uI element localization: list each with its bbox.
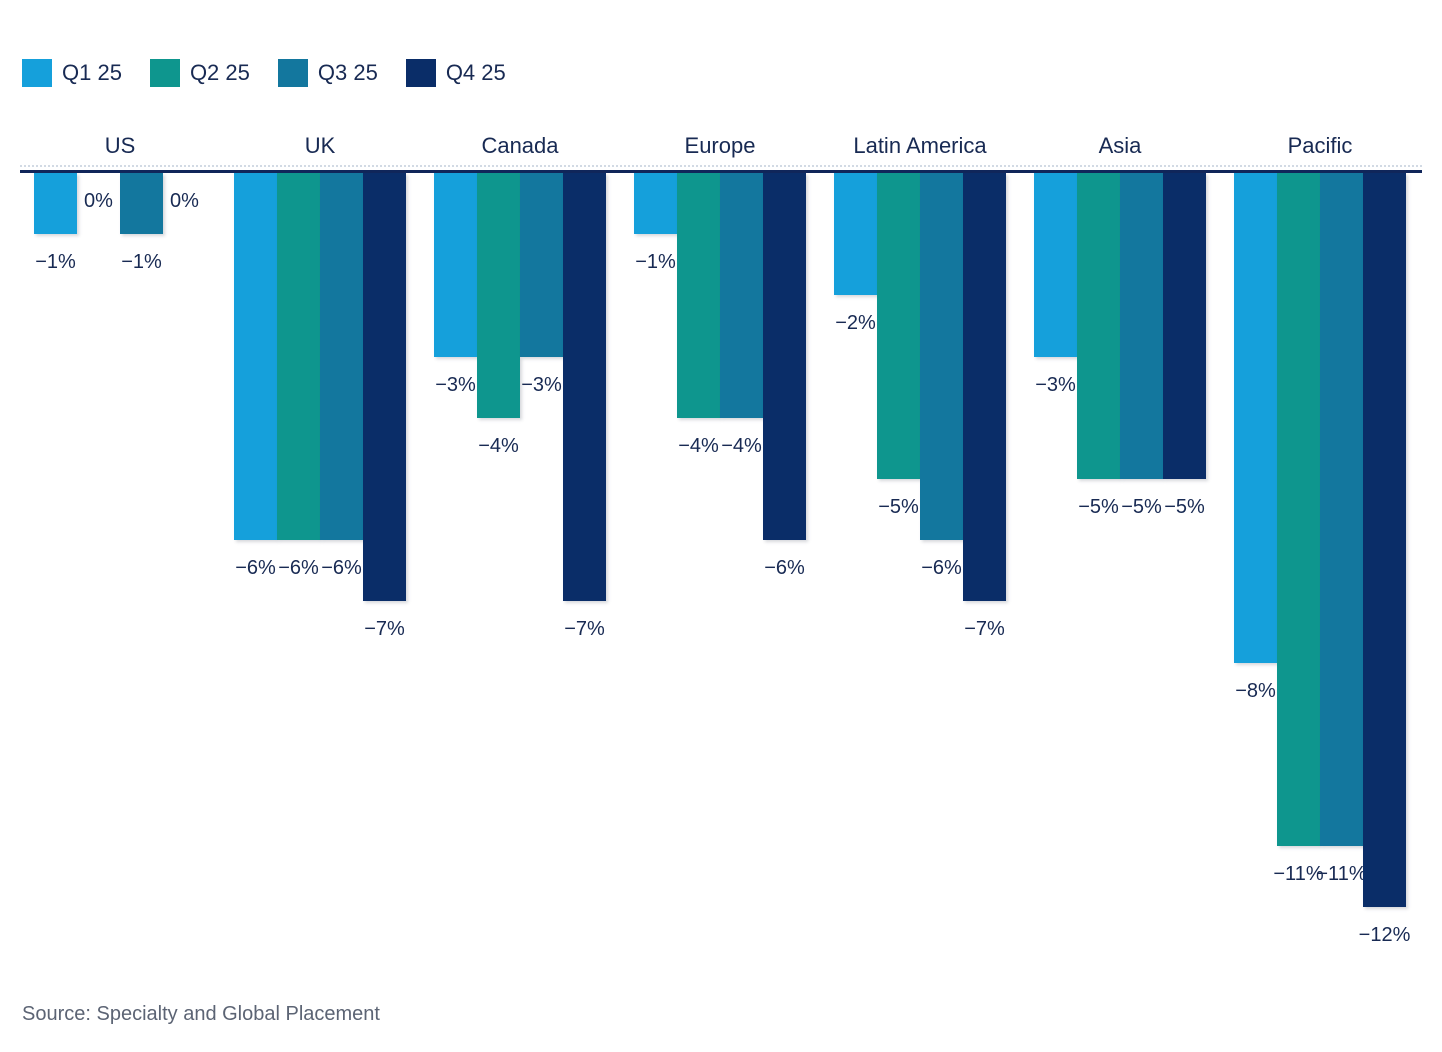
- value-label-pacific-q1-25: −8%: [1235, 680, 1276, 702]
- category-label-europe: Europe: [684, 133, 756, 158]
- category-label-canada: Canada: [481, 133, 559, 158]
- value-label-europe-q2-25: −4%: [678, 435, 719, 457]
- value-label-pacific-q4-25: −12%: [1358, 924, 1411, 946]
- bar-asia-q1-25: [1034, 173, 1077, 357]
- bar-asia-q4-25: [1163, 173, 1206, 479]
- bar-canada-q4-25: [563, 173, 606, 601]
- bar-uk-q4-25: [363, 173, 406, 601]
- bar-europe-q3-25: [720, 173, 763, 418]
- bar-uk-q3-25: [320, 173, 363, 540]
- value-label-asia-q3-25: −5%: [1121, 496, 1162, 518]
- value-label-uk-q1-25: −6%: [235, 557, 276, 579]
- legend-swatch-q4-25: [405, 59, 436, 87]
- value-label-us-q3-25: −1%: [121, 251, 162, 273]
- value-label-uk-q3-25: −6%: [321, 557, 362, 579]
- value-label-europe-q1-25: −1%: [635, 251, 676, 273]
- value-label-latin-america-q3-25: −6%: [921, 557, 962, 579]
- bar-pacific-q1-25: [1234, 173, 1277, 663]
- value-label-latin-america-q2-25: −5%: [878, 496, 919, 518]
- category-label-latin-america: Latin America: [853, 133, 987, 158]
- bar-pacific-q3-25: [1320, 173, 1363, 846]
- bar-uk-q1-25: [234, 173, 277, 540]
- value-label-asia-q1-25: −3%: [1035, 374, 1076, 396]
- value-label-us-q4-25: 0%: [170, 190, 199, 212]
- value-label-europe-q4-25: −6%: [764, 557, 805, 579]
- category-label-asia: Asia: [1098, 133, 1142, 158]
- bar-canada-q3-25: [520, 173, 563, 357]
- value-label-asia-q2-25: −5%: [1078, 496, 1119, 518]
- legend-item-q1-25: Q1 25: [22, 59, 122, 87]
- source-note: Source: Specialty and Global Placement: [22, 1003, 380, 1025]
- category-label-us: US: [104, 133, 136, 158]
- legend-swatch-q1-25: [22, 59, 52, 87]
- bar-latin-america-q1-25: [834, 173, 877, 295]
- value-label-canada-q1-25: −3%: [435, 374, 476, 396]
- value-label-pacific-q2-25: −11%: [1273, 863, 1324, 885]
- bar-europe-q1-25: [634, 173, 677, 234]
- legend-label: Q3 25: [317, 60, 378, 85]
- bar-uk-q2-25: [277, 173, 320, 540]
- bar-asia-q2-25: [1077, 173, 1120, 479]
- legend-label: Q1 25: [62, 60, 122, 85]
- value-label-pacific-q3-25: −11%: [1316, 863, 1367, 885]
- bar-latin-america-q2-25: [877, 173, 920, 479]
- bar-europe-q4-25: [763, 173, 806, 540]
- value-label-us-q1-25: −1%: [35, 251, 76, 273]
- bar-pacific-q2-25: [1277, 173, 1320, 846]
- value-label-canada-q3-25: −3%: [521, 374, 562, 396]
- value-label-uk-q4-25: −7%: [364, 618, 405, 640]
- legend-item-q2-25: Q2 25: [149, 59, 250, 87]
- zero-gridline-dotted: [20, 165, 1422, 167]
- value-label-canada-q2-25: −4%: [478, 435, 519, 457]
- bar-pacific-q4-25: [1363, 173, 1406, 907]
- legend-label: Q2 25: [189, 60, 250, 85]
- bar-latin-america-q3-25: [920, 173, 963, 540]
- value-label-us-q2-25: 0%: [84, 190, 113, 212]
- bar-us-q1-25: [34, 173, 77, 234]
- bar-latin-america-q4-25: [963, 173, 1006, 601]
- value-label-asia-q4-25: −5%: [1164, 496, 1205, 518]
- category-label-pacific: Pacific: [1287, 133, 1353, 158]
- zero-axis-line: [20, 170, 1422, 173]
- value-label-europe-q3-25: −4%: [721, 435, 762, 457]
- category-label-uk: UK: [304, 133, 336, 158]
- bar-europe-q2-25: [677, 173, 720, 418]
- bar-canada-q1-25: [434, 173, 477, 357]
- legend-item-q4-25: Q4 25: [405, 59, 506, 87]
- legend-swatch-q3-25: [277, 59, 308, 87]
- value-label-latin-america-q4-25: −7%: [964, 618, 1005, 640]
- bar-asia-q3-25: [1120, 173, 1163, 479]
- legend-label: Q4 25: [445, 60, 506, 85]
- legend-item-q3-25: Q3 25: [277, 59, 378, 87]
- value-label-uk-q2-25: −6%: [278, 557, 319, 579]
- legend-swatch-q2-25: [149, 59, 180, 87]
- bar-us-q3-25: [120, 173, 163, 234]
- bar-canada-q2-25: [477, 173, 520, 418]
- value-label-latin-america-q1-25: −2%: [835, 312, 876, 334]
- legend: Q1 25 Q2 25 Q3 25 Q4 25: [22, 59, 506, 87]
- value-label-canada-q4-25: −7%: [564, 618, 605, 640]
